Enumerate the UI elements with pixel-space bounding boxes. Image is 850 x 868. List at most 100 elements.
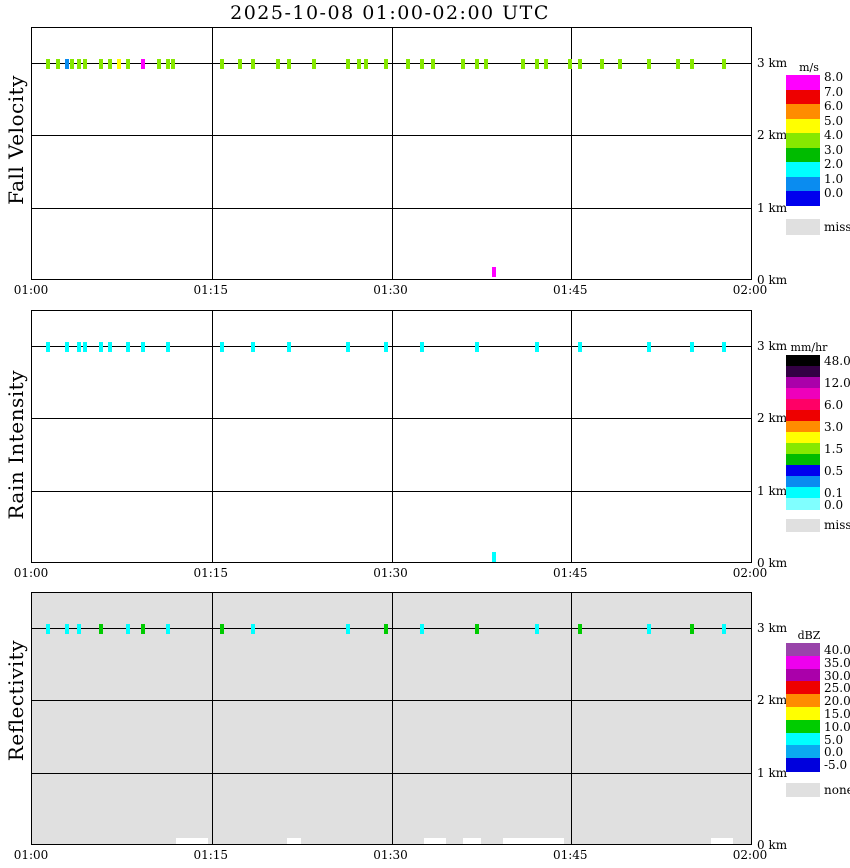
colorbar-tick-label: 6.0: [824, 99, 844, 114]
x-tick-label: 01:30: [373, 566, 408, 580]
gridline-horizontal: [32, 135, 751, 137]
data-cell: [600, 59, 604, 70]
y-tick-label: 3 km: [757, 56, 788, 71]
gridline-horizontal: [32, 490, 751, 492]
data-cell: [544, 59, 548, 70]
data-cell: [238, 59, 242, 70]
gridline-vertical: [212, 28, 213, 279]
data-cell: [171, 59, 175, 70]
x-tick-label: 02:00: [732, 848, 768, 862]
colorbar-band: [786, 377, 820, 389]
gridline-vertical: [392, 593, 393, 844]
gridline-horizontal: [32, 207, 751, 209]
x-tick-label: 02:00: [732, 283, 768, 297]
axis-label-fall-velocity: Fall Velocity: [4, 75, 28, 205]
data-cell: [287, 59, 291, 70]
data-cell: [70, 59, 74, 70]
data-cell: [157, 59, 161, 70]
y-tick-label: 2 km: [757, 693, 788, 708]
colorbar-band: [786, 147, 820, 163]
colorbar-band: [786, 465, 820, 477]
colorbar-band: [786, 454, 820, 466]
colorbar-tick-label: 7.0: [824, 84, 844, 99]
y-tick-label: 1 km: [757, 200, 788, 215]
data-cell: [521, 59, 525, 70]
panel-rain-intensity: [31, 310, 752, 563]
data-cell: [46, 342, 50, 353]
axis-label-reflectivity: Reflectivity: [4, 640, 28, 762]
data-cell: [475, 342, 479, 353]
colorbar-band: [786, 432, 820, 444]
panel-plot-area: [32, 311, 751, 562]
data-cell: [492, 551, 496, 562]
x-tick-label: 01:15: [193, 848, 229, 862]
data-cell: [647, 59, 651, 70]
data-cell: [346, 624, 350, 635]
data-cell: [384, 624, 388, 635]
x-tick-label: 01:30: [373, 848, 408, 862]
data-cell: [535, 342, 539, 353]
colorbar-missing-swatch: [786, 518, 820, 532]
colorbar-tick-label: 1.5: [824, 441, 844, 456]
colorbar-units-label: mm/hr: [790, 341, 828, 354]
colorbar-tick-label: 3.0: [824, 142, 844, 157]
colorbar-tick-label: 4.0: [824, 128, 844, 143]
data-cell: [251, 342, 255, 353]
data-cell: [406, 59, 410, 70]
x-tick-label: 01:00: [13, 566, 49, 580]
colorbar-band: [786, 75, 820, 91]
colorbar-tick-label: 35.0: [824, 655, 850, 670]
data-cell: [166, 624, 170, 635]
x-tick-label: 01:00: [13, 848, 49, 862]
colorbar-band: [786, 476, 820, 488]
data-cell: [384, 342, 388, 353]
no-data-strip: [463, 838, 481, 844]
data-cell: [690, 59, 694, 70]
colorbar-tick-label: 2.0: [824, 157, 844, 172]
no-data-strip: [424, 838, 446, 844]
colorbar-band: [786, 355, 820, 367]
y-tick-label: 2 km: [757, 411, 788, 426]
data-cell: [676, 59, 680, 70]
data-cell: [535, 624, 539, 635]
data-cell: [126, 342, 130, 353]
colorbar-missing-label: miss: [824, 219, 850, 234]
data-cell: [99, 342, 103, 353]
data-cell: [99, 624, 103, 635]
data-cell: [364, 59, 368, 70]
data-cell: [690, 624, 694, 635]
colorbar-tick-label: 12.0: [824, 375, 850, 390]
colorbar-tick-label: 40.0: [824, 643, 850, 658]
colorbar-tick-label: 8.0: [824, 70, 844, 85]
y-tick-label: 1 km: [757, 483, 788, 498]
data-cell: [99, 59, 103, 70]
gridline-vertical: [571, 593, 572, 844]
colorbar-band: [786, 732, 820, 746]
data-cell: [166, 342, 170, 353]
data-cell: [220, 624, 224, 635]
data-cell: [420, 624, 424, 635]
data-cell: [535, 59, 539, 70]
colorbar-band: [786, 104, 820, 120]
data-cell: [83, 59, 87, 70]
gridline-horizontal: [32, 700, 751, 702]
colorbar-tick-label: 3.0: [824, 419, 844, 434]
colorbar-band: [786, 643, 820, 657]
x-tick-label: 01:15: [193, 566, 229, 580]
colorbar-band: [786, 707, 820, 721]
data-cell: [65, 624, 69, 635]
data-cell: [126, 59, 130, 70]
colorbar-band: [786, 668, 820, 682]
colorbar-tick-label: 15.0: [824, 707, 850, 722]
data-cell: [346, 59, 350, 70]
colorbar-tick-label: 0.0: [824, 186, 844, 201]
axis-label-rain-intensity: Rain Intensity: [4, 370, 28, 520]
x-tick-label: 01:45: [552, 283, 588, 297]
colorbar-missing-swatch: [786, 218, 820, 236]
data-cell: [722, 342, 726, 353]
colorbar-missing-swatch: [786, 782, 820, 798]
gridline-horizontal: [32, 418, 751, 420]
colorbar-tick-label: 0.1: [824, 485, 844, 500]
data-cell: [141, 342, 145, 353]
colorbar-band: [786, 191, 820, 207]
